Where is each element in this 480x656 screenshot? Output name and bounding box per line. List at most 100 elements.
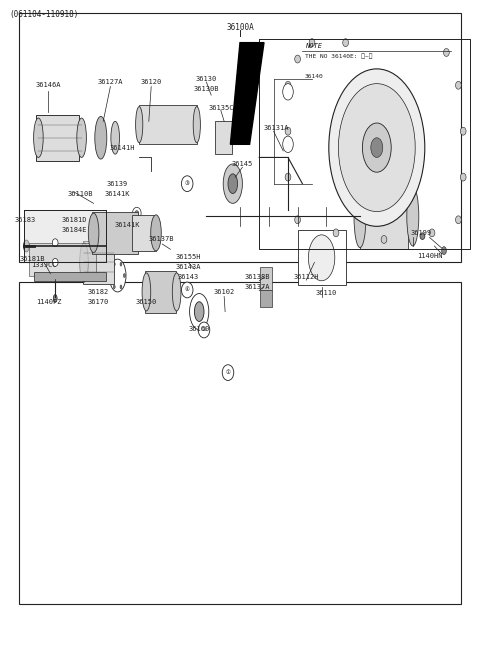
Text: 36100A: 36100A (226, 23, 254, 32)
Text: 1339CC: 1339CC (31, 262, 57, 268)
Ellipse shape (371, 138, 383, 157)
Circle shape (222, 365, 234, 380)
Circle shape (181, 282, 193, 298)
Ellipse shape (52, 239, 58, 247)
FancyBboxPatch shape (261, 290, 273, 306)
Ellipse shape (338, 83, 415, 211)
Ellipse shape (77, 118, 86, 157)
Text: 1140FZ: 1140FZ (36, 298, 61, 305)
Text: 36160: 36160 (189, 326, 210, 333)
Ellipse shape (120, 262, 122, 266)
Text: 36183: 36183 (14, 216, 36, 223)
Ellipse shape (283, 136, 293, 152)
Text: 36127A: 36127A (97, 79, 123, 85)
Text: 36112H: 36112H (293, 274, 319, 280)
Text: 36181D: 36181D (61, 216, 87, 223)
Text: ③: ③ (185, 181, 190, 186)
Ellipse shape (429, 229, 435, 237)
Ellipse shape (285, 81, 291, 89)
Polygon shape (230, 43, 264, 144)
Ellipse shape (172, 273, 181, 311)
Ellipse shape (113, 285, 115, 289)
Ellipse shape (194, 302, 204, 321)
Circle shape (181, 176, 193, 192)
Text: THE NO 36140E: ①~④: THE NO 36140E: ①~④ (305, 54, 372, 60)
Polygon shape (34, 272, 106, 281)
Text: 36184E: 36184E (61, 226, 87, 233)
Ellipse shape (295, 55, 300, 63)
Text: 36102: 36102 (214, 289, 235, 295)
FancyBboxPatch shape (36, 115, 79, 161)
Text: 36130: 36130 (196, 75, 217, 82)
Text: NOTE: NOTE (305, 43, 322, 49)
Ellipse shape (444, 49, 449, 56)
Text: 36181B: 36181B (20, 256, 46, 262)
Ellipse shape (148, 234, 155, 241)
FancyBboxPatch shape (215, 121, 232, 154)
Ellipse shape (88, 213, 99, 253)
Ellipse shape (132, 207, 141, 219)
Ellipse shape (135, 106, 143, 142)
Ellipse shape (309, 235, 335, 281)
Text: 36141K: 36141K (114, 222, 140, 228)
Text: 36120: 36120 (141, 79, 162, 85)
Ellipse shape (80, 243, 88, 282)
Ellipse shape (120, 285, 122, 289)
Text: 36155H: 36155H (175, 254, 201, 260)
Circle shape (198, 322, 210, 338)
Ellipse shape (354, 185, 366, 247)
Text: ④: ④ (185, 287, 190, 293)
Ellipse shape (223, 164, 242, 203)
Text: 36140: 36140 (305, 73, 324, 79)
Text: 36139: 36139 (107, 180, 128, 187)
Ellipse shape (193, 106, 200, 142)
Text: 36130B: 36130B (193, 85, 219, 92)
Ellipse shape (442, 247, 446, 255)
Ellipse shape (53, 295, 57, 302)
Text: 36145: 36145 (232, 161, 253, 167)
Ellipse shape (123, 274, 125, 277)
Ellipse shape (343, 39, 348, 47)
Ellipse shape (285, 127, 291, 135)
Ellipse shape (228, 174, 238, 194)
Text: 1140HN: 1140HN (418, 253, 443, 259)
Ellipse shape (283, 83, 293, 100)
Ellipse shape (140, 220, 148, 228)
Ellipse shape (460, 173, 466, 181)
Text: 36137B: 36137B (148, 236, 174, 243)
Ellipse shape (362, 123, 391, 173)
Ellipse shape (333, 229, 339, 237)
Text: 36143A: 36143A (175, 264, 201, 270)
FancyBboxPatch shape (139, 105, 197, 144)
FancyBboxPatch shape (132, 215, 156, 251)
Text: 36137A: 36137A (244, 283, 270, 290)
FancyBboxPatch shape (145, 270, 177, 313)
FancyBboxPatch shape (92, 211, 138, 254)
Ellipse shape (151, 215, 161, 251)
Polygon shape (24, 210, 106, 262)
Text: 36170: 36170 (88, 298, 109, 305)
Ellipse shape (113, 262, 115, 266)
Ellipse shape (109, 259, 126, 292)
Ellipse shape (110, 274, 112, 277)
Ellipse shape (407, 187, 419, 246)
Text: 36138B: 36138B (244, 274, 270, 280)
Ellipse shape (34, 118, 43, 157)
Ellipse shape (456, 216, 461, 224)
Ellipse shape (309, 39, 315, 47)
Polygon shape (29, 243, 96, 276)
Ellipse shape (295, 216, 300, 224)
Ellipse shape (142, 273, 151, 311)
Text: 36110B: 36110B (67, 190, 93, 197)
Ellipse shape (135, 211, 139, 216)
Text: 36141H: 36141H (109, 144, 135, 151)
FancyBboxPatch shape (360, 184, 408, 249)
Text: 36143: 36143 (178, 274, 199, 280)
Text: 36135C: 36135C (208, 105, 234, 112)
Ellipse shape (95, 116, 107, 159)
Text: 36150: 36150 (136, 298, 157, 305)
Ellipse shape (456, 81, 461, 89)
FancyBboxPatch shape (261, 268, 273, 290)
FancyBboxPatch shape (83, 241, 114, 283)
Ellipse shape (381, 236, 387, 243)
